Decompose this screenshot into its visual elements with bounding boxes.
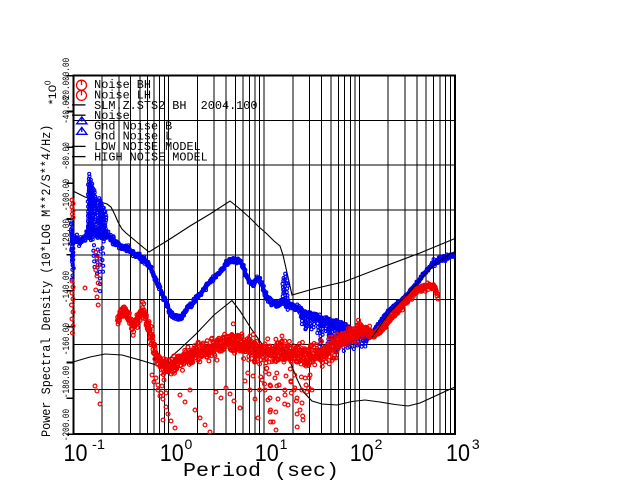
svg-text:-140.00: -140.00 <box>61 271 73 303</box>
svg-text:-40.00: -40.00 <box>61 96 73 124</box>
svg-text:0.00: 0.00 <box>61 58 73 76</box>
svg-text:10: 10 <box>350 440 374 467</box>
svg-text:LOW NOISE MODEL: LOW NOISE MODEL <box>94 140 201 154</box>
svg-text:Noise: Noise <box>94 109 130 123</box>
svg-text:-200.00: -200.00 <box>61 409 73 441</box>
svg-text:-100.00: -100.00 <box>61 179 73 211</box>
svg-text:-1: -1 <box>92 436 105 452</box>
svg-text:SLM.Z.STS2 BH 2004.100: SLM.Z.STS2 BH 2004.100 <box>94 99 257 113</box>
svg-text:2: 2 <box>375 436 383 452</box>
svg-text:0: 0 <box>185 436 193 452</box>
svg-text:-20.00: -20.00 <box>61 76 73 104</box>
svg-text:Power Spectral Density (10*LOG: Power Spectral Density (10*LOG M**2/S**4… <box>39 125 54 437</box>
svg-text:Noise BH: Noise BH <box>94 78 151 92</box>
svg-text:10: 10 <box>255 440 279 467</box>
svg-text:-80.00: -80.00 <box>61 142 73 170</box>
svg-text:-160.00: -160.00 <box>61 323 73 355</box>
svg-text:*10: *10 <box>47 85 59 105</box>
svg-text:Period (sec): Period (sec) <box>183 460 339 480</box>
svg-text:Gnd Noise L: Gnd Noise L <box>94 130 172 144</box>
svg-text:3: 3 <box>472 436 480 452</box>
svg-text:HIGH NOISE MODEL: HIGH NOISE MODEL <box>94 150 208 164</box>
svg-text:10: 10 <box>64 440 88 467</box>
svg-text:-120.00: -120.00 <box>61 219 73 251</box>
svg-text:10: 10 <box>446 440 470 467</box>
svg-text:1: 1 <box>280 436 288 452</box>
svg-text:-180.00: -180.00 <box>61 366 73 398</box>
svg-text:Gnd Noise B: Gnd Noise B <box>94 119 172 133</box>
svg-text:10: 10 <box>160 440 184 467</box>
svg-text:Noise LH: Noise LH <box>94 89 151 103</box>
svg-text:0: 0 <box>44 80 53 85</box>
